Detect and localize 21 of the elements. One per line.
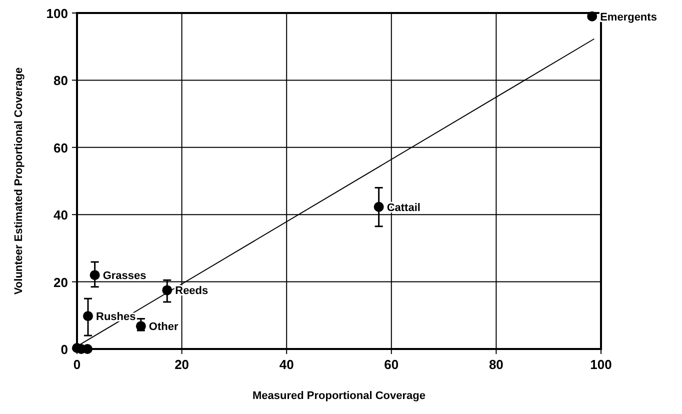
y-tick-label: 0: [60, 342, 68, 357]
point: [374, 202, 384, 212]
y-tick-label: 60: [54, 140, 68, 156]
annotation: Other: [148, 321, 179, 334]
x-tick-label: 20: [174, 357, 190, 372]
point: [90, 270, 100, 280]
point: [83, 311, 94, 322]
x-tick-label: 40: [279, 357, 294, 372]
x-tick-label: 80: [488, 357, 504, 372]
point: [587, 11, 598, 22]
annotation: Grasses: [102, 270, 146, 282]
x-tick-label: 100: [590, 357, 612, 372]
x-tick-label: 60: [384, 357, 399, 372]
point: [136, 321, 146, 332]
x-tick-label: 0: [73, 357, 81, 372]
y-axis-title: Volunteer Estimated Proportional Coverage: [13, 67, 25, 295]
y-tick-label: 100: [46, 6, 68, 21]
y-tick-label: 80: [54, 73, 68, 88]
y-tick-label: 40: [54, 208, 68, 223]
y-tick-label: 20: [54, 274, 68, 290]
x-axis-title: Measured Proportional Coverage: [252, 390, 426, 402]
